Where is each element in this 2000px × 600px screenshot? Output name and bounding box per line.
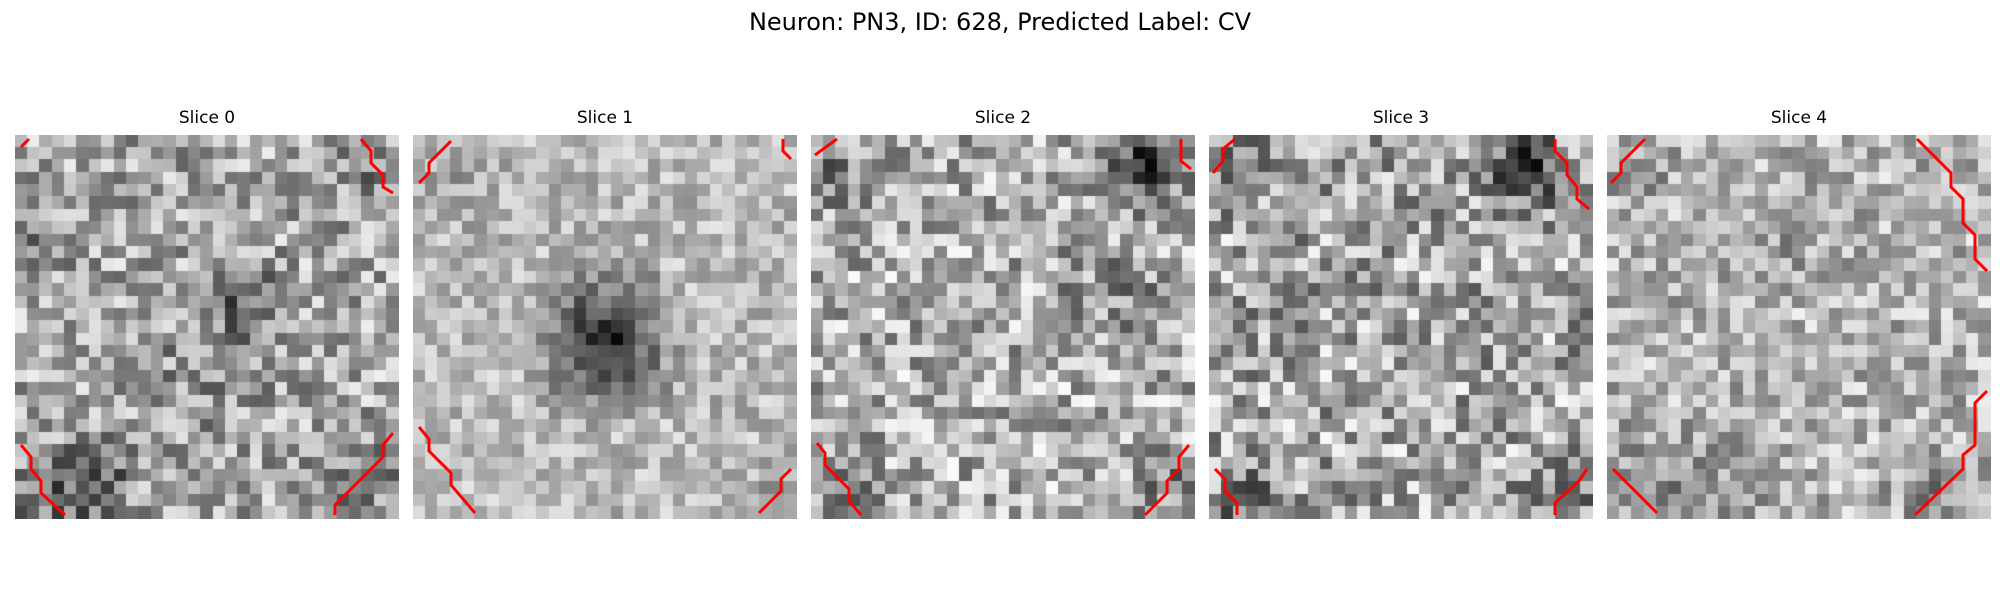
contour-line <box>1143 444 1191 517</box>
contour-overlay-2 <box>814 137 1192 517</box>
slice-title: Slice 1 <box>576 108 634 128</box>
slice-image-0 <box>15 135 399 519</box>
slice-title: Slice 4 <box>1770 108 1828 128</box>
contour-line <box>757 467 793 515</box>
contour-overlay-3 <box>1211 137 1590 515</box>
contour-line <box>19 444 67 517</box>
slice-image-3 <box>1209 135 1593 519</box>
contour-line <box>815 442 863 516</box>
slice-title: Slice 2 <box>974 108 1032 128</box>
contour-line <box>333 432 395 515</box>
contour-line <box>1915 137 1989 273</box>
contour-line <box>417 426 477 514</box>
contour-line <box>1913 389 1989 517</box>
contour-line <box>19 137 31 149</box>
figure-title: Neuron: PN3, ID: 628, Predicted Label: C… <box>748 8 1252 36</box>
contour-line <box>814 137 838 157</box>
slice-image-2 <box>811 135 1195 519</box>
contour-line <box>781 139 793 161</box>
contour-line <box>1553 139 1590 211</box>
slice-image-1 <box>413 135 797 519</box>
contour-line <box>1211 137 1236 174</box>
slice-title: Slice 0 <box>178 108 236 128</box>
slice-title: Slice 3 <box>1372 108 1430 128</box>
contour-line <box>1179 139 1192 171</box>
contour-line <box>417 139 453 185</box>
slice-image-4 <box>1607 135 1991 519</box>
contour-line <box>1611 467 1659 515</box>
contour-overlay-4 <box>1609 137 1989 517</box>
contour-line <box>1553 468 1589 515</box>
contour-line <box>359 138 394 195</box>
contour-overlay-0 <box>19 137 395 517</box>
contour-line <box>1213 467 1239 515</box>
contour-overlay-1 <box>417 139 793 515</box>
contour-line <box>1609 137 1647 185</box>
